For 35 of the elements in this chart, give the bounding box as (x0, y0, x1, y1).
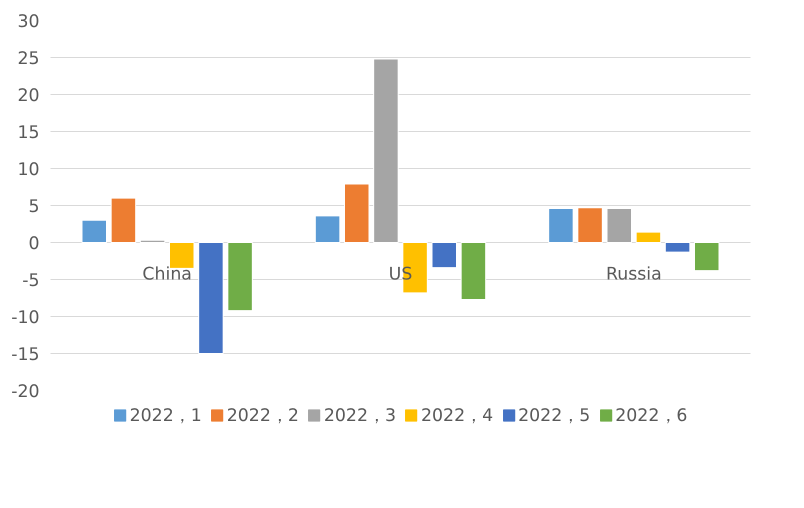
y-tick-label: 25 (17, 49, 40, 69)
bar (198, 242, 224, 354)
y-tick-label: -10 (11, 308, 40, 328)
bar (460, 242, 486, 300)
y-tick-label: 15 (17, 123, 40, 143)
legend-label: 2022，2 (226, 405, 299, 427)
bar (664, 242, 690, 253)
legend-label: 2022，3 (324, 405, 396, 427)
legend-label: 2022，5 (518, 405, 590, 427)
y-tick-label: -20 (11, 382, 40, 402)
y-tick-label: 10 (17, 160, 40, 180)
x-tick-label: China (142, 264, 192, 284)
y-tick-label: 20 (17, 86, 40, 106)
bar (432, 242, 457, 268)
y-tick-label: -15 (11, 345, 40, 365)
bar (577, 207, 603, 243)
bar (636, 232, 662, 243)
legend-label: 2022，4 (421, 405, 494, 427)
bar (140, 240, 166, 243)
y-tick-label: -5 (22, 271, 40, 291)
bar (314, 215, 340, 243)
bar (548, 208, 574, 243)
y-tick-label: 30 (17, 12, 40, 32)
y-tick-label: 5 (28, 197, 40, 217)
bar (110, 198, 136, 243)
y-tick-label: 0 (28, 234, 40, 254)
legend-label: 2022，6 (615, 405, 688, 427)
x-tick-label: Russia (606, 264, 662, 284)
bar (227, 242, 253, 312)
bar (82, 220, 107, 243)
bar (373, 58, 399, 243)
bar (694, 242, 720, 272)
bar (606, 208, 632, 243)
legend-label: 2022，1 (130, 405, 202, 427)
bar (344, 184, 370, 243)
